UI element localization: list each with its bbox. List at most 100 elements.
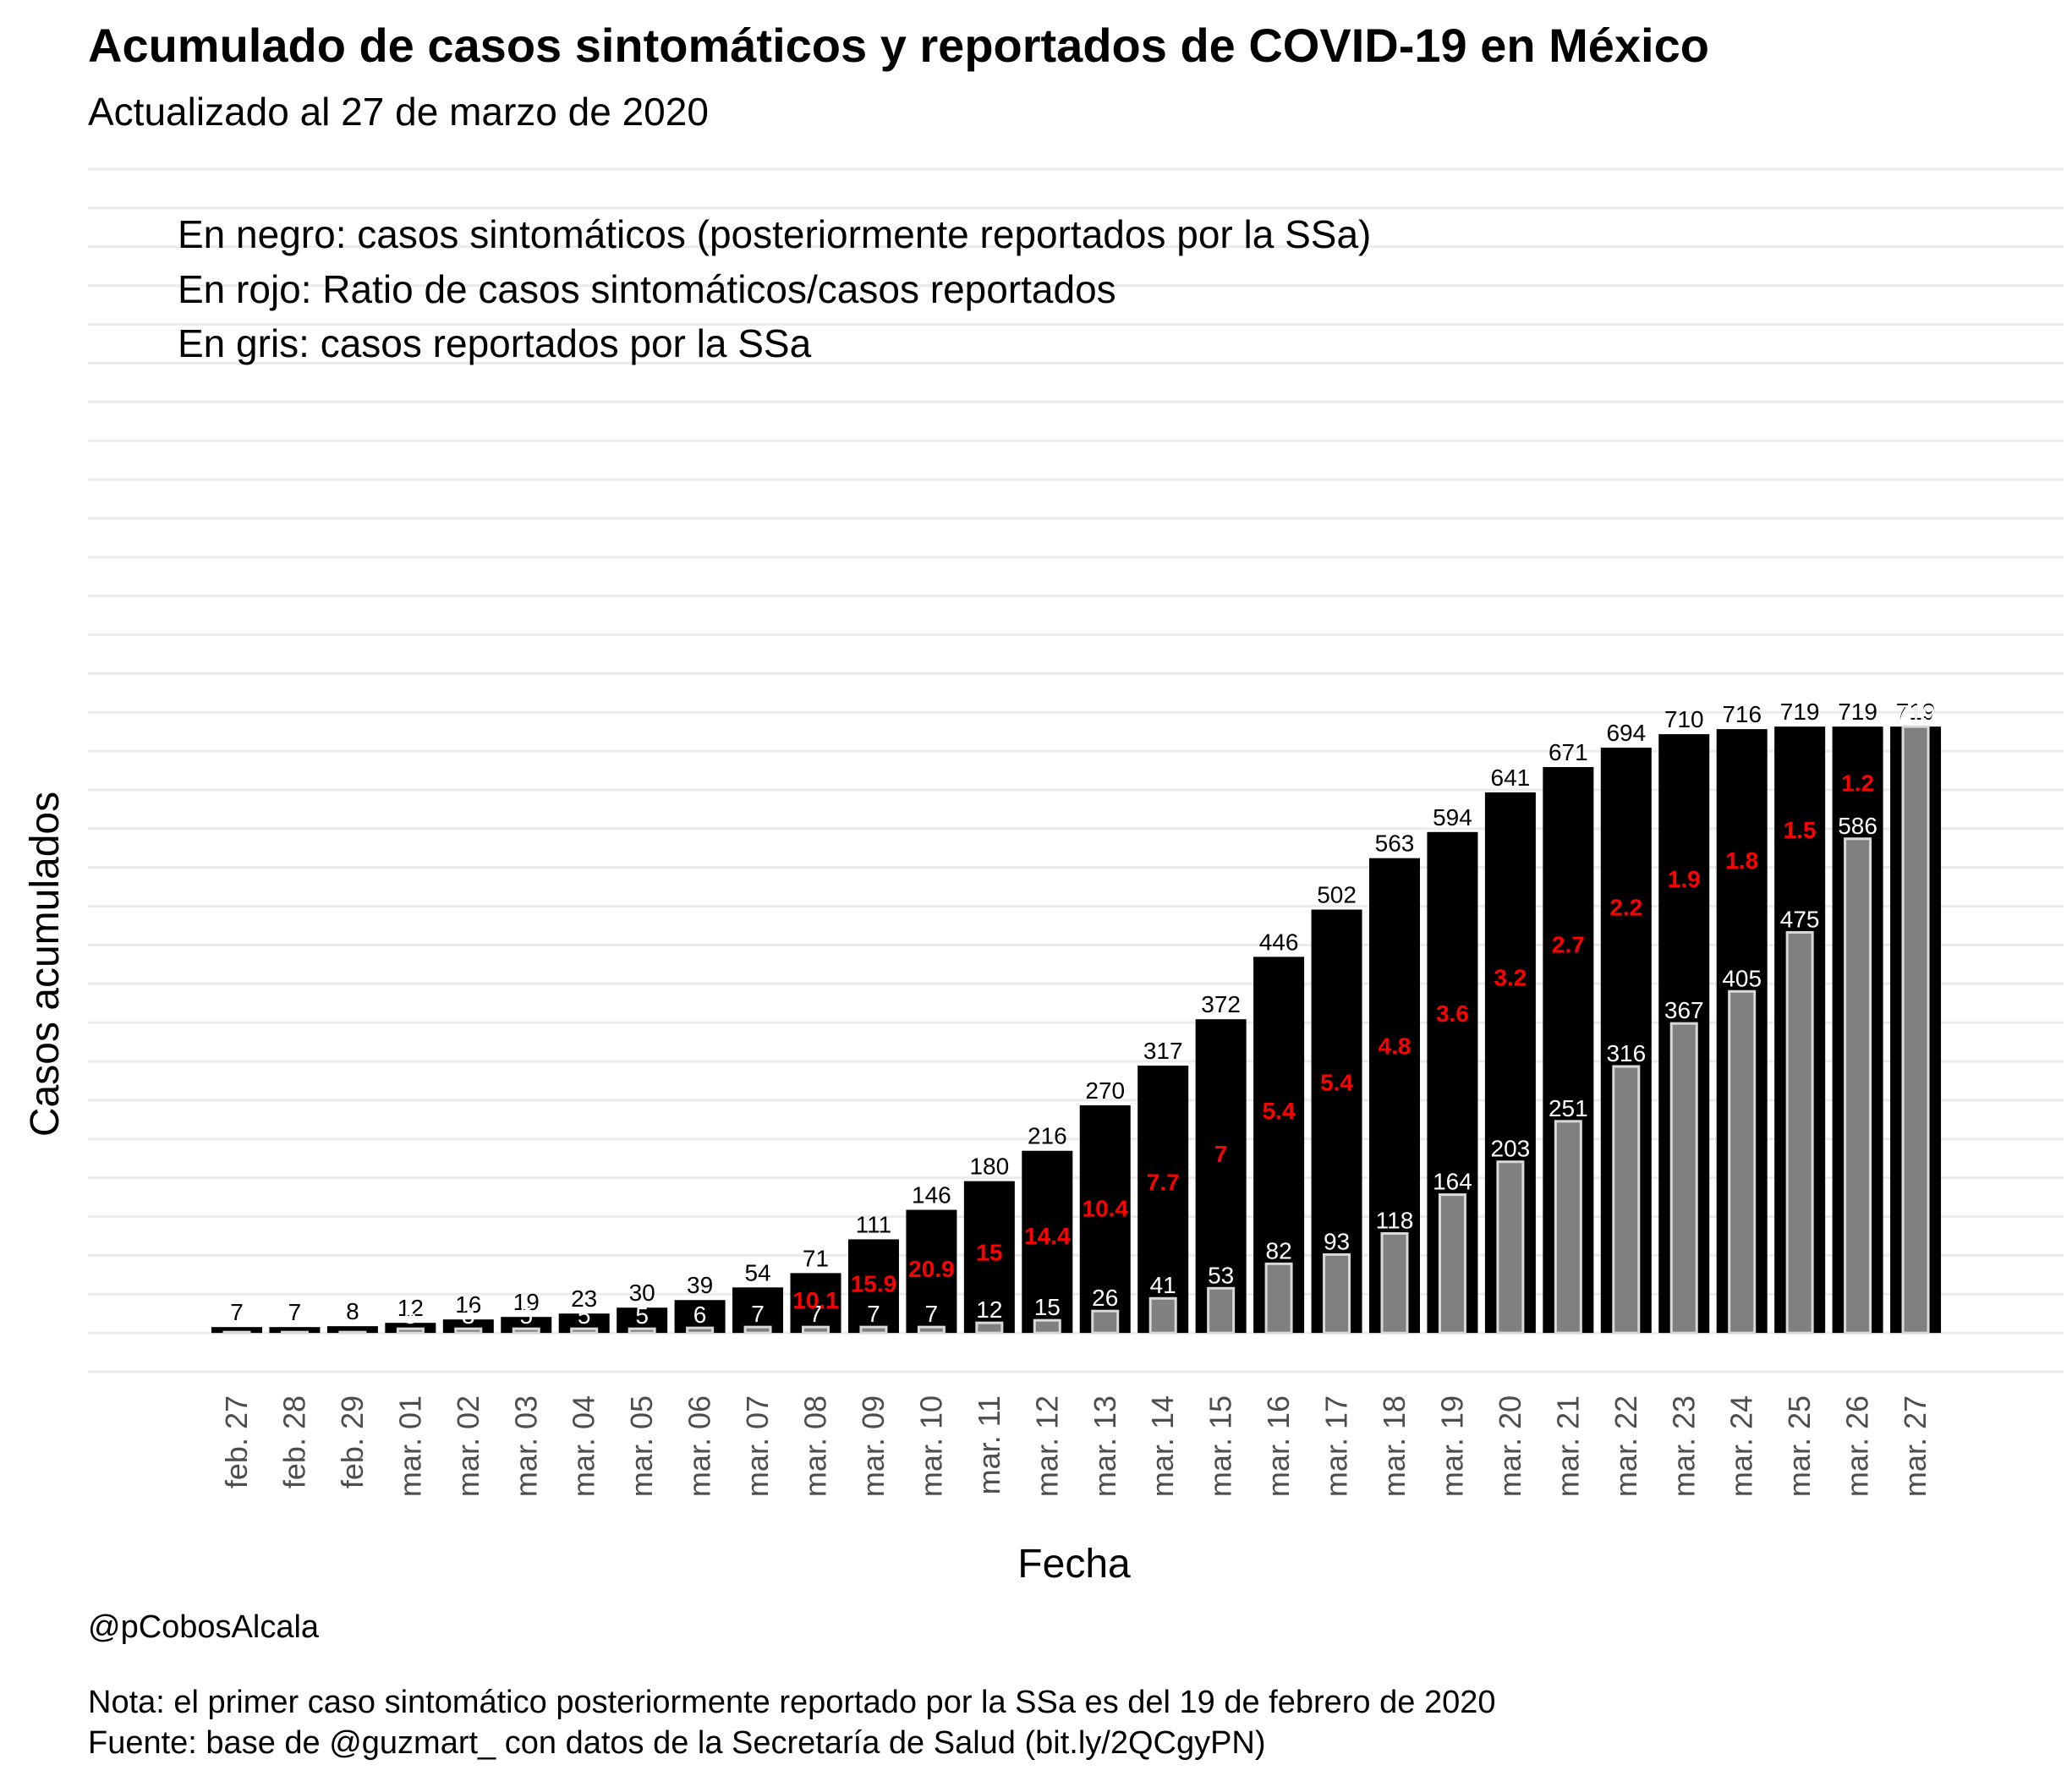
label-reported: 586 xyxy=(1838,813,1877,839)
label-reported: 5 xyxy=(519,1302,533,1329)
label-reported: 82 xyxy=(1266,1237,1292,1263)
label-symptomatic: 563 xyxy=(1375,830,1415,857)
label-ratio: 1.9 xyxy=(1668,866,1701,892)
label-ratio: 7 xyxy=(1214,1141,1228,1167)
bar-reported xyxy=(686,1326,715,1335)
label-reported: 5 xyxy=(578,1302,591,1329)
bar-symptomatic xyxy=(790,1273,841,1334)
x-tick-label: mar. 02 xyxy=(451,1395,485,1497)
x-tick-label: mar. 22 xyxy=(1609,1395,1643,1497)
label-symptomatic: 446 xyxy=(1259,929,1299,955)
legend-entry: En gris: casos reportados por la SSa xyxy=(178,321,812,365)
bar-reported xyxy=(396,1327,425,1335)
x-tick-label: mar. 06 xyxy=(682,1395,717,1497)
x-tick-label: mar. 10 xyxy=(913,1395,948,1497)
bar-symptomatic xyxy=(326,1326,378,1334)
bar-reported xyxy=(975,1321,1004,1335)
label-reported: 7 xyxy=(925,1301,939,1327)
x-tick-label: mar. 19 xyxy=(1434,1395,1469,1497)
label-ratio: 20.9 xyxy=(908,1256,955,1282)
chart-title: Acumulado de casos sintomáticos y report… xyxy=(88,19,1709,72)
bar-reported xyxy=(338,1330,367,1335)
label-ratio: 3.2 xyxy=(1494,964,1527,990)
bar-reported xyxy=(454,1327,483,1335)
x-tick-label: mar. 04 xyxy=(567,1395,601,1497)
label-symptomatic: 317 xyxy=(1143,1038,1183,1064)
label-symptomatic: 16 xyxy=(455,1291,481,1318)
x-tick-label: mar. 20 xyxy=(1493,1395,1527,1497)
label-ratio: 1.5 xyxy=(1784,817,1817,843)
x-tick-label: mar. 11 xyxy=(972,1395,1006,1494)
label-ratio: 1.8 xyxy=(1725,847,1758,874)
label-reported: 118 xyxy=(1376,1207,1414,1233)
x-tick-label: feb. 28 xyxy=(277,1395,311,1488)
x-tick-label: mar. 17 xyxy=(1319,1395,1354,1497)
x-tick-label: mar. 07 xyxy=(740,1395,775,1497)
x-tick-label: mar. 13 xyxy=(1088,1395,1122,1497)
label-symptomatic: 710 xyxy=(1664,706,1704,732)
label-ratio: 14.4 xyxy=(1024,1223,1071,1249)
label-reported: 7 xyxy=(867,1301,880,1327)
legend-entry: En negro: casos sintomáticos (posteriorm… xyxy=(178,212,1371,256)
label-ratio: 3.6 xyxy=(1436,1000,1469,1027)
x-tick-label: mar. 03 xyxy=(508,1395,543,1497)
label-symptomatic: 19 xyxy=(513,1289,540,1315)
bar-symptomatic xyxy=(1137,1066,1189,1334)
bar-reported xyxy=(1091,1309,1120,1335)
label-reported: 53 xyxy=(1208,1262,1234,1288)
label-symptomatic: 694 xyxy=(1606,720,1646,746)
bar-reported xyxy=(570,1327,599,1335)
label-ratio: 5.4 xyxy=(1320,1069,1353,1095)
label-ratio: 15.9 xyxy=(851,1270,897,1296)
label-symptomatic: 71 xyxy=(803,1245,829,1271)
label-reported: 15 xyxy=(1034,1294,1061,1320)
legend-entry: En rojo: Ratio de casos sintomáticos/cas… xyxy=(178,267,1116,311)
x-tick-label: mar. 08 xyxy=(798,1395,833,1497)
bars xyxy=(211,725,1942,1335)
label-symptomatic: 216 xyxy=(1028,1123,1067,1149)
label-reported: 5 xyxy=(404,1302,418,1329)
label-symptomatic: 146 xyxy=(912,1182,951,1209)
x-tick-label: feb. 27 xyxy=(219,1395,254,1488)
label-reported: 5 xyxy=(635,1302,649,1329)
bar-symptomatic xyxy=(1022,1150,1073,1334)
label-symptomatic: 7 xyxy=(230,1299,244,1325)
label-ratio: 4.8 xyxy=(1379,1033,1411,1060)
bar-symptomatic xyxy=(269,1327,321,1334)
label-reported: 719 xyxy=(1896,700,1936,726)
x-tick-label: mar. 27 xyxy=(1898,1395,1932,1497)
label-symptomatic: 372 xyxy=(1201,991,1241,1017)
label-reported: 7 xyxy=(809,1301,823,1327)
label-reported: 26 xyxy=(1092,1285,1118,1311)
source-note: Fuente: base de @guzmart_ con datos de l… xyxy=(88,1725,1266,1761)
label-ratio: 2.2 xyxy=(1609,895,1642,921)
data-labels: 7 7 8 125 16319523530539654771710.1111715.91… xyxy=(230,699,1935,1329)
bar-symptomatic xyxy=(906,1209,957,1334)
bar-reported xyxy=(222,1330,251,1335)
author-credit: @pCobosAlcala xyxy=(88,1609,320,1645)
label-reported: 93 xyxy=(1324,1228,1350,1254)
label-symptomatic: 30 xyxy=(629,1280,655,1306)
x-tick-label: mar. 09 xyxy=(856,1395,891,1497)
x-tick-label: mar. 14 xyxy=(1145,1395,1180,1497)
bar-symptomatic xyxy=(963,1181,1015,1334)
bar-reported xyxy=(1496,1160,1525,1335)
bar-reported xyxy=(802,1325,830,1335)
label-ratio: 5.4 xyxy=(1263,1098,1296,1124)
x-tick-label: mar. 26 xyxy=(1840,1395,1875,1497)
label-symptomatic: 719 xyxy=(1896,699,1936,725)
bar-symptomatic xyxy=(847,1239,899,1334)
label-symptomatic: 716 xyxy=(1722,701,1762,727)
bar-symptomatic xyxy=(732,1287,784,1334)
label-symptomatic: 641 xyxy=(1491,765,1531,791)
bar-reported xyxy=(1669,1022,1698,1335)
label-symptomatic: 502 xyxy=(1317,882,1357,908)
label-reported: 251 xyxy=(1549,1095,1588,1121)
bar-reported xyxy=(1438,1193,1466,1335)
x-tick-label: mar. 16 xyxy=(1261,1395,1296,1497)
label-symptomatic: 111 xyxy=(856,1211,892,1237)
label-reported: 3 xyxy=(462,1302,475,1329)
label-reported: 405 xyxy=(1722,965,1762,991)
x-tick-label: mar. 15 xyxy=(1203,1395,1238,1497)
label-symptomatic: 594 xyxy=(1433,804,1472,830)
